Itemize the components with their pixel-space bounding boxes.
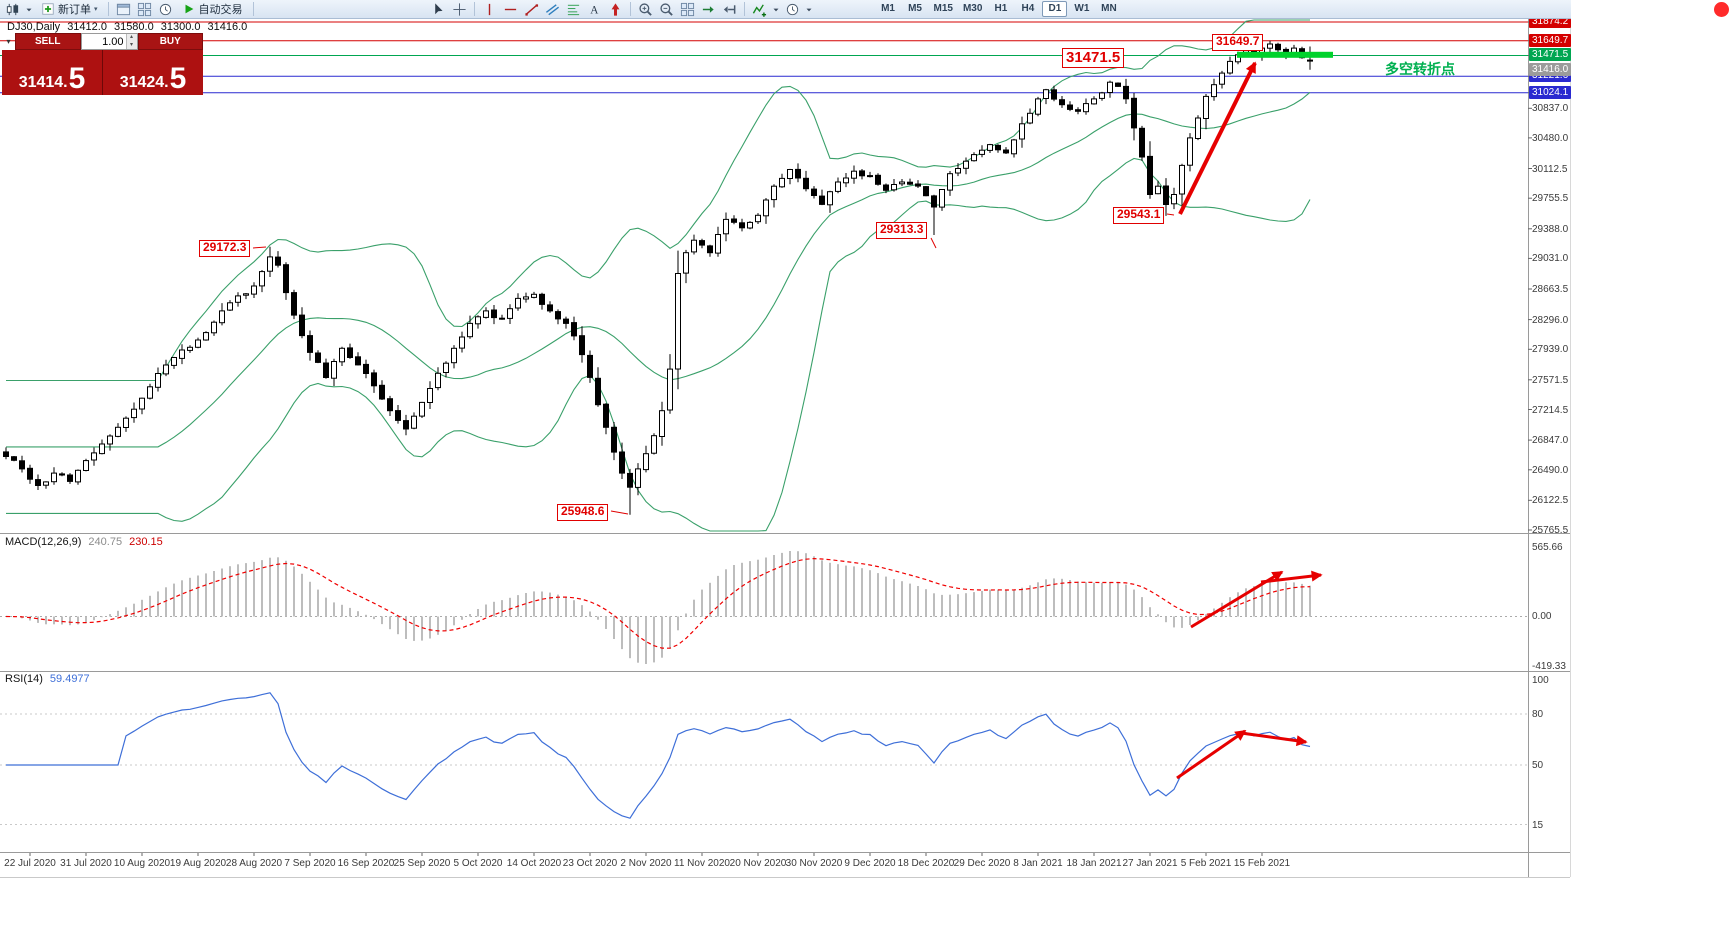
chart-shift-icon[interactable] — [720, 1, 739, 18]
toolbar-separator — [252, 2, 254, 16]
buy-price-pip: 5 — [169, 62, 187, 95]
macd-main-value: 240.75 — [88, 536, 123, 548]
zoom-out-icon[interactable] — [657, 1, 676, 18]
timeframe-button-h1[interactable]: H1 — [994, 3, 1008, 14]
timeframe-button-d1[interactable]: D1 — [1042, 1, 1068, 17]
trendline-icon[interactable] — [522, 1, 541, 18]
periods-caret-icon[interactable] — [804, 1, 814, 18]
macd-indicator-label: MACD(12,26,9) 240.75 230.15 — [5, 536, 163, 548]
text-label-icon[interactable]: A — [585, 1, 604, 18]
volume-up-button[interactable]: ▴ — [126, 34, 137, 42]
buy-price-main: 31424. — [119, 74, 169, 91]
buy-button[interactable]: BUY — [137, 33, 203, 50]
macd-name: MACD(12,26,9) — [5, 536, 82, 548]
buy-price[interactable]: 31424. 5 — [103, 50, 203, 95]
sell-price-main: 31414. — [18, 74, 68, 91]
chart-window-icon[interactable] — [114, 1, 133, 18]
toolbar-separator — [473, 2, 475, 16]
open-value: 31412.0 — [67, 21, 107, 33]
one-click-collapse-icon[interactable]: ▾ — [6, 37, 11, 46]
svg-text:A: A — [590, 4, 599, 16]
indicators-icon[interactable] — [750, 1, 769, 18]
low-value: 31300.0 — [160, 21, 201, 33]
high-value: 31580.0 — [113, 21, 154, 33]
rsi-name: RSI(14) — [5, 673, 43, 685]
volume-field: ▴▾ — [80, 33, 138, 50]
timeframe-button-m5[interactable]: M5 — [908, 3, 922, 14]
timeframe-button-m30[interactable]: M30 — [962, 3, 983, 14]
volume-steppers: ▴ ▾ — [125, 34, 137, 49]
sell-price[interactable]: 31414. 5 — [2, 50, 103, 95]
auto-scroll-icon[interactable] — [699, 1, 718, 18]
alerts-icon[interactable] — [156, 1, 175, 18]
periods-icon[interactable] — [783, 1, 802, 18]
rsi-indicator-label: RSI(14) 59.4977 — [5, 673, 90, 685]
volume-input[interactable] — [81, 34, 126, 49]
timeframe-button-mn[interactable]: MN — [1101, 3, 1117, 14]
toolbar-separator — [629, 2, 631, 16]
symbol-period-label: DJ30,Daily — [7, 21, 61, 33]
new-order-button[interactable]: 新订单 ▾ — [36, 1, 103, 18]
rsi-value: 59.4977 — [49, 673, 90, 685]
indicators-caret-icon[interactable] — [771, 1, 781, 18]
chart-type-caret-icon[interactable] — [24, 1, 34, 18]
fibonacci-icon[interactable] — [564, 1, 583, 18]
horizontal-line-icon[interactable] — [501, 1, 520, 18]
chart-ohlc-header: DJ30,Daily 31412.0 31580.0 31300.0 31416… — [7, 21, 247, 33]
timeframe-button-w1[interactable]: W1 — [1074, 3, 1090, 14]
channel-icon[interactable] — [543, 1, 562, 18]
timeframe-button-h4[interactable]: H4 — [1021, 3, 1035, 14]
zoom-in-icon[interactable] — [636, 1, 655, 18]
close-value: 31416.0 — [207, 21, 248, 33]
cursor-icon[interactable] — [429, 1, 448, 18]
profiles-icon[interactable] — [135, 1, 154, 18]
autotrade-button[interactable]: 自动交易 — [177, 1, 248, 18]
timeframe-button-m15[interactable]: M15 — [933, 3, 953, 14]
arrows-tool-icon[interactable] — [606, 1, 625, 18]
toolbar-separator — [743, 2, 745, 16]
crosshair-icon[interactable] — [450, 1, 469, 18]
one-click-trading-panel: ▾ SELL ▴▾ BUY 31414.5 31424.5 — [2, 33, 203, 95]
chart-type-icon[interactable] — [3, 1, 22, 18]
sell-price-pip: 5 — [68, 62, 86, 95]
timeframe-button-m1[interactable]: M1 — [881, 3, 895, 14]
tile-windows-icon[interactable] — [678, 1, 697, 18]
top-toolbar: 新订单 ▾ 自动交易 A M1 M5 M15 M30 H1 H4 D1 W1 MN — [0, 0, 1571, 19]
toolbar-separator — [107, 2, 109, 16]
volume-down-button[interactable]: ▾ — [126, 41, 137, 49]
macd-signal-value: 230.15 — [129, 536, 163, 548]
recording-indicator-icon — [1714, 2, 1729, 17]
vertical-line-icon[interactable] — [480, 1, 499, 18]
sell-button[interactable]: SELL — [15, 33, 81, 50]
